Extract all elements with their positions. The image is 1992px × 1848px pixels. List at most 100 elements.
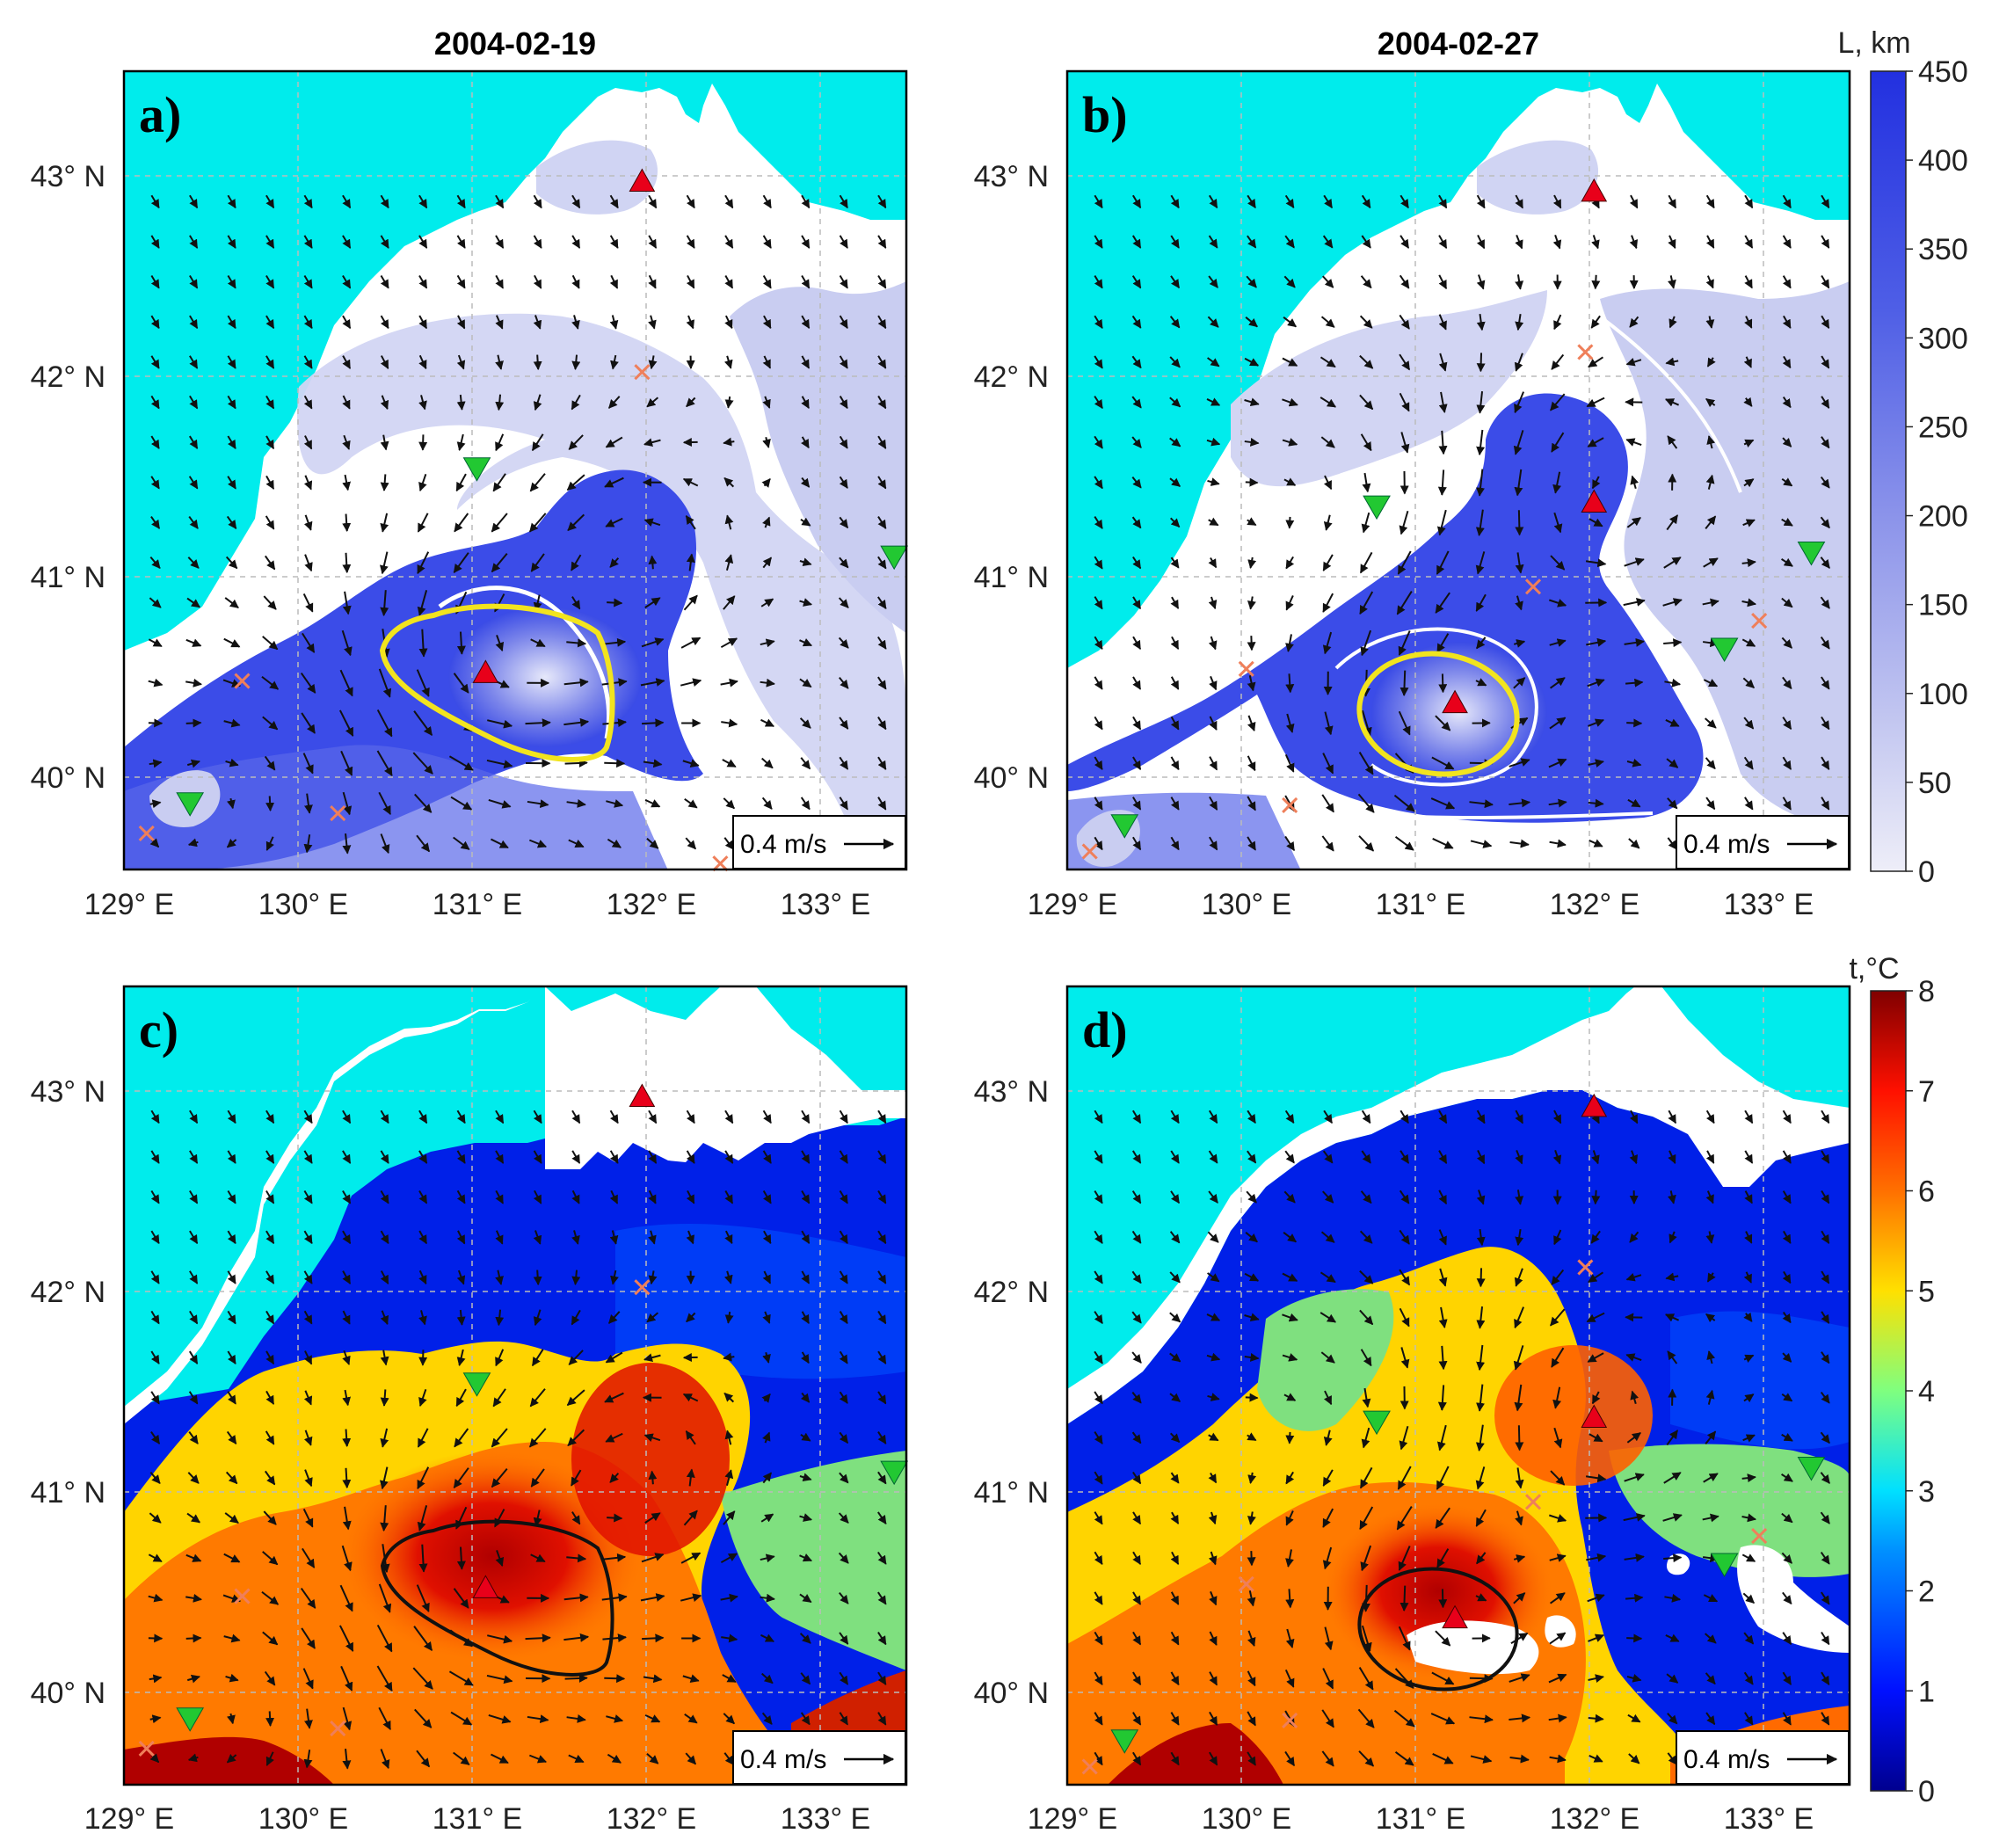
velocity-arrow [801, 235, 811, 249]
velocity-arrow [646, 397, 659, 408]
velocity-arrow [456, 1270, 466, 1285]
velocity-arrow [1742, 519, 1756, 527]
velocity-arrow [1094, 194, 1103, 209]
velocity-arrow [265, 435, 275, 450]
velocity-arrow [723, 837, 735, 850]
velocity-arrow [1705, 515, 1717, 530]
velocity-arrow [1361, 194, 1371, 209]
velocity-arrow [1169, 517, 1181, 528]
velocity-arrow [188, 476, 199, 490]
title-panel-b: 2004-02-27 [1378, 25, 1539, 62]
velocity-arrow [417, 1505, 428, 1532]
velocity-arrow [643, 438, 661, 447]
lon-tick: 129° E [1028, 1802, 1117, 1836]
velocity-arrow [571, 315, 580, 330]
lon-tick: 132° E [1550, 1802, 1639, 1836]
velocity-arrow [1663, 557, 1682, 569]
velocity-arrow [1282, 438, 1298, 447]
velocity-arrow [495, 1550, 505, 1567]
velocity-arrow [1436, 633, 1450, 653]
velocity-arrow [567, 1429, 585, 1446]
velocity-arrow [1782, 437, 1792, 447]
velocity-arrow [148, 1553, 163, 1563]
velocity-arrow [456, 235, 466, 249]
lon-tick: 133° E [781, 888, 870, 921]
velocity-arrow [342, 1230, 352, 1245]
velocity-arrow [1551, 353, 1565, 370]
velocity-arrow [342, 591, 352, 615]
lat-tick: 42° N [974, 1276, 1049, 1309]
velocity-arrow [568, 839, 585, 848]
velocity-arrow [262, 716, 279, 731]
velocity-arrow [839, 355, 848, 369]
velocity-arrow [644, 597, 661, 608]
velocity-arrow [416, 1584, 430, 1612]
velocity-arrow [380, 194, 389, 209]
velocity-arrow [340, 1665, 353, 1692]
velocity-arrow [609, 274, 619, 289]
velocity-arrow [563, 1593, 589, 1603]
velocity-arrow [533, 194, 542, 209]
colorbar-tick-label: 50 [1918, 767, 1952, 800]
velocity-arrow [1358, 752, 1374, 775]
lat-ticks-a: 43° N 42° N 41° N 40° N [31, 160, 105, 795]
velocity-arrow [1247, 755, 1256, 772]
velocity-arrow [839, 194, 848, 209]
velocity-arrow [801, 396, 810, 409]
velocity-arrow [605, 517, 623, 527]
velocity-arrow [187, 1472, 200, 1484]
velocity-arrow [563, 678, 589, 688]
velocity-arrow [1247, 596, 1256, 610]
velocity-arrow [495, 1270, 504, 1285]
velocity-arrow [1665, 357, 1679, 367]
velocity-arrow [1245, 316, 1258, 328]
velocity-arrow [1438, 274, 1448, 290]
velocity-arrow [1209, 796, 1218, 811]
velocity-arrow [227, 1310, 236, 1325]
lat-ticks-b: 43° N 42° N 41° N 40° N [974, 160, 1049, 795]
velocity-arrow [1321, 835, 1334, 852]
velocity-arrow [1209, 756, 1218, 771]
velocity-arrow [1625, 438, 1642, 447]
velocity-arrow [607, 838, 622, 848]
velocity-arrow [1821, 716, 1830, 731]
velocity-arrow [1245, 1393, 1259, 1402]
velocity-arrow [265, 1751, 274, 1766]
velocity-arrow [263, 595, 277, 610]
velocity-arrow [261, 1590, 280, 1605]
velocity-arrow [1668, 194, 1677, 209]
lon-tick: 130° E [1202, 888, 1291, 921]
velocity-arrow [1132, 836, 1142, 851]
velocity-arrow [189, 395, 199, 410]
velocity-arrow [342, 552, 352, 574]
velocity-arrow [609, 1190, 619, 1204]
velocity-arrow [1207, 357, 1220, 367]
l-field-light-bay [536, 140, 658, 215]
velocity-arrow [494, 1509, 505, 1528]
velocity-arrow [604, 1674, 626, 1684]
velocity-arrow [609, 1230, 619, 1245]
velocity-arrow [1359, 591, 1374, 615]
velocity-arrow [227, 395, 236, 410]
min-point-triangle [1110, 814, 1139, 839]
velocity-arrow [533, 354, 542, 371]
velocity-arrow [1131, 436, 1142, 448]
velocity-arrow [185, 718, 202, 728]
velocity-arrow [378, 1706, 391, 1730]
velocity-arrow [724, 514, 734, 530]
velocity-arrow [342, 1190, 352, 1204]
velocity-arrow [148, 1633, 164, 1643]
velocity-arrow [1360, 433, 1372, 452]
velocity-arrow [150, 476, 160, 490]
velocity-arrow [1208, 636, 1218, 651]
velocity-arrow [339, 669, 353, 697]
velocity-arrow [418, 194, 428, 209]
lat-tick: 40° N [31, 761, 105, 795]
velocity-vectors [148, 1110, 887, 1770]
velocity-arrow [1094, 275, 1103, 289]
velocity-arrow [1285, 713, 1295, 733]
scale-label: 0.4 m/s [1683, 1745, 1770, 1774]
velocity-arrow [686, 1468, 695, 1487]
velocity-arrow [566, 1714, 586, 1723]
velocity-arrow [1247, 235, 1257, 249]
